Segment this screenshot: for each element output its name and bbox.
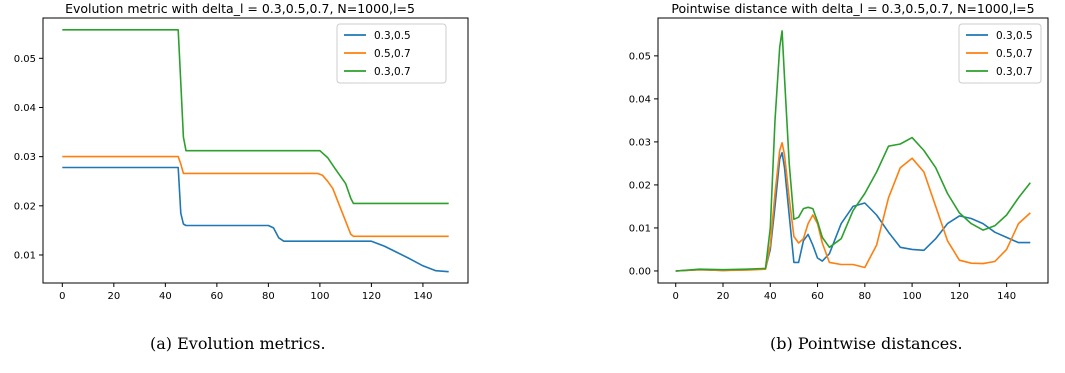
legend-box bbox=[336, 23, 447, 84]
series-line bbox=[675, 30, 1031, 272]
y-tick-label: 0.05 bbox=[629, 51, 651, 62]
legend-label: 0.3,0.7 bbox=[996, 66, 1033, 78]
legend-label: 0.3,0.5 bbox=[374, 30, 411, 42]
chart-title: Evolution metric with delta_l = 0.3,0.5,… bbox=[65, 1, 415, 16]
legend-entry: 0.3,0.7 bbox=[966, 66, 1033, 78]
legend-entry: 0.5,0.7 bbox=[966, 48, 1033, 60]
chart-evolution-metric: Evolution metric with delta_l = 0.3,0.5,… bbox=[14, 1, 469, 302]
series-layer bbox=[62, 28, 449, 273]
plot-area bbox=[42, 17, 469, 284]
series-line bbox=[62, 166, 449, 273]
y-tick-label: 0.03 bbox=[14, 152, 36, 163]
y-tick-label: 0.01 bbox=[14, 250, 36, 261]
y-tick-label: 0.02 bbox=[629, 180, 651, 191]
x-tick-label: 140 bbox=[997, 291, 1016, 302]
legend: 0.3,0.5 0.5,0.7 0.3,0.7 bbox=[336, 23, 447, 84]
axis-layer: 0 20 40 60 80 100 120 140 0.00 0.01 0.02 0.03 0.04 0.… bbox=[629, 51, 1016, 302]
figure-caption: (b) Pointwise distances. bbox=[770, 334, 963, 353]
legend: 0.3,0.5 0.5,0.7 0.3,0.7 bbox=[958, 23, 1042, 84]
x-tick-label: 120 bbox=[362, 291, 381, 302]
series-line bbox=[675, 142, 1031, 272]
x-tick-label: 140 bbox=[413, 291, 432, 302]
x-tick-label: 100 bbox=[903, 291, 922, 302]
plot-area bbox=[657, 17, 1049, 284]
legend-label: 0.3,0.5 bbox=[996, 30, 1033, 42]
x-tick-label: 20 bbox=[107, 291, 120, 302]
x-tick-label: 0 bbox=[673, 291, 679, 302]
y-tick-label: 0.00 bbox=[629, 266, 651, 277]
x-tick-label: 100 bbox=[310, 291, 329, 302]
axis-layer: 0 20 40 60 80 100 120 140 0.01 0.02 0.03 0.04 0.05 bbox=[14, 54, 433, 302]
legend-label: 0.5,0.7 bbox=[374, 48, 411, 60]
y-tick-label: 0.03 bbox=[629, 137, 651, 148]
series-layer bbox=[675, 30, 1031, 272]
legend-label: 0.3,0.7 bbox=[374, 66, 411, 78]
x-tick-label: 60 bbox=[210, 291, 223, 302]
x-tick-label: 120 bbox=[950, 291, 969, 302]
legend-entry: 0.3,0.5 bbox=[966, 30, 1033, 42]
series-line bbox=[62, 28, 449, 205]
x-tick-label: 80 bbox=[262, 291, 275, 302]
legend-entry: 0.5,0.7 bbox=[344, 48, 411, 60]
legend-entry: 0.3,0.7 bbox=[344, 66, 411, 78]
series-line bbox=[62, 155, 449, 238]
legend-box bbox=[958, 23, 1042, 84]
x-tick-label: 40 bbox=[764, 291, 777, 302]
x-tick-label: 20 bbox=[717, 291, 730, 302]
y-tick-label: 0.01 bbox=[629, 223, 651, 234]
legend-label: 0.5,0.7 bbox=[996, 48, 1033, 60]
x-tick-label: 0 bbox=[59, 291, 65, 302]
chart-pointwise-distance: Pointwise distance with delta_l = 0.3,0.… bbox=[629, 1, 1049, 302]
y-tick-label: 0.02 bbox=[14, 201, 36, 212]
y-tick-label: 0.04 bbox=[14, 103, 36, 114]
figure-caption: (a) Evolution metrics. bbox=[150, 334, 326, 353]
x-tick-label: 40 bbox=[159, 291, 172, 302]
x-tick-label: 80 bbox=[858, 291, 871, 302]
x-tick-label: 60 bbox=[811, 291, 824, 302]
chart-title: Pointwise distance with delta_l = 0.3,0.… bbox=[671, 1, 1034, 16]
y-tick-label: 0.04 bbox=[629, 94, 651, 105]
legend-entry: 0.3,0.5 bbox=[344, 30, 411, 42]
series-line bbox=[675, 151, 1031, 272]
y-tick-label: 0.05 bbox=[14, 54, 36, 65]
